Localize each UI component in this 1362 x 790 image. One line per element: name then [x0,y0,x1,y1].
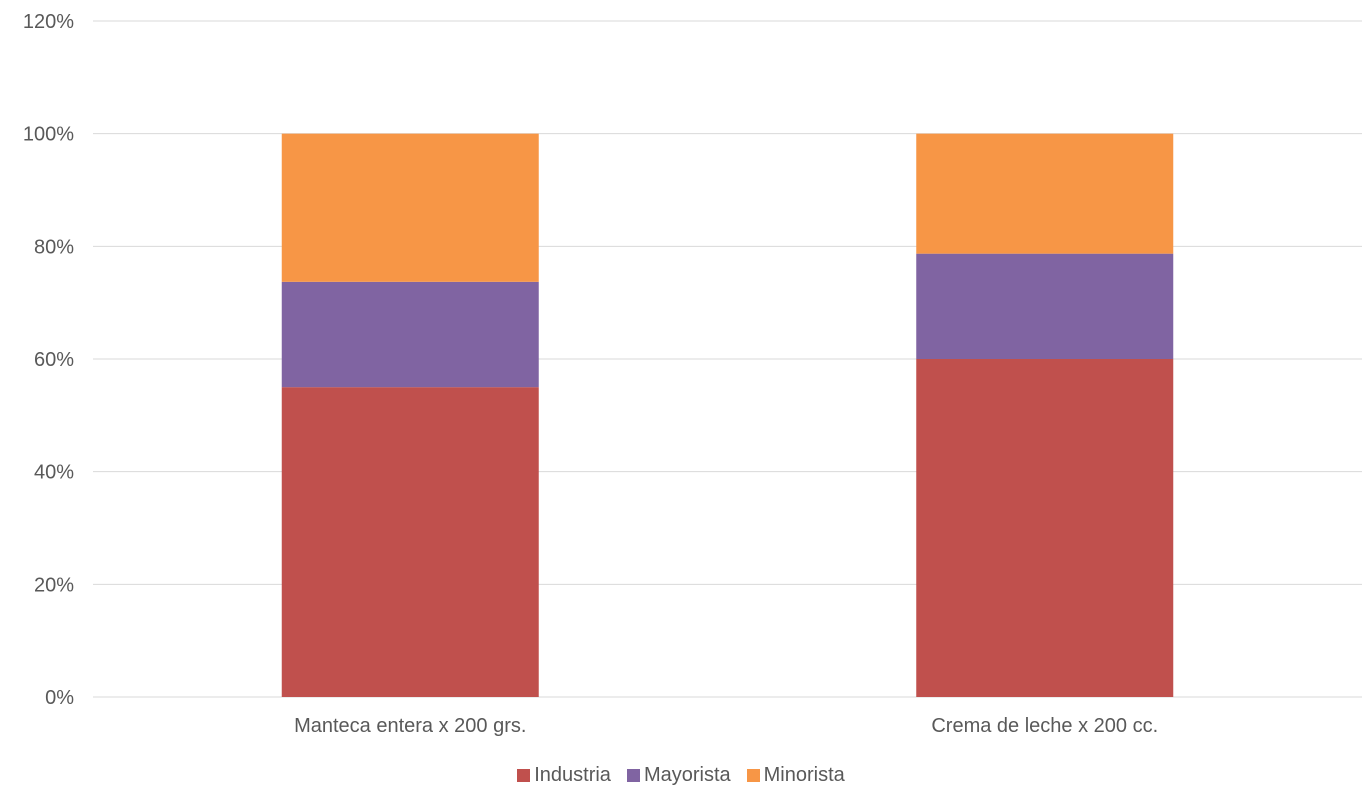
legend-item-industria: Industria [517,764,611,787]
bar-segment-minorista [916,133,1174,254]
legend-label: Mayorista [643,763,731,786]
bar-segment-minorista [281,133,539,282]
bar-segment-industria [916,359,1174,697]
legend-item-mayorista: Mayorista [626,763,731,787]
x-category-label: Crema de leche x 200 cc. [931,715,1158,737]
legend: Industria Mayorista Minorista [0,760,1362,790]
x-axis-category-labels: Manteca entera x 200 grs. Crema de leche … [294,715,1158,737]
y-tick-label: 60% [34,349,74,371]
y-tick-label: 100% [23,124,74,146]
y-tick-label: 120% [23,11,74,33]
legend-label: Industria [534,763,611,786]
legend-swatch [517,768,531,782]
y-tick-label: 20% [34,574,74,596]
bar-segment-mayorista [281,281,539,388]
bars [281,133,1174,697]
y-tick-label: 40% [34,462,74,484]
y-tick-label: 80% [34,236,74,258]
x-category-label: Manteca entera x 200 grs. [294,715,526,737]
legend-swatch [746,768,760,782]
legend-item-minorista: Minorista [746,763,845,787]
legend-label: Minorista [763,763,845,786]
legend-swatch [626,768,640,782]
bar-segment-industria [281,387,539,697]
y-axis-tick-labels: 0% 20% 40% 60% 80% 100% 120% [23,11,74,709]
y-tick-label: 0% [45,687,74,709]
bar-segment-mayorista [916,253,1174,359]
